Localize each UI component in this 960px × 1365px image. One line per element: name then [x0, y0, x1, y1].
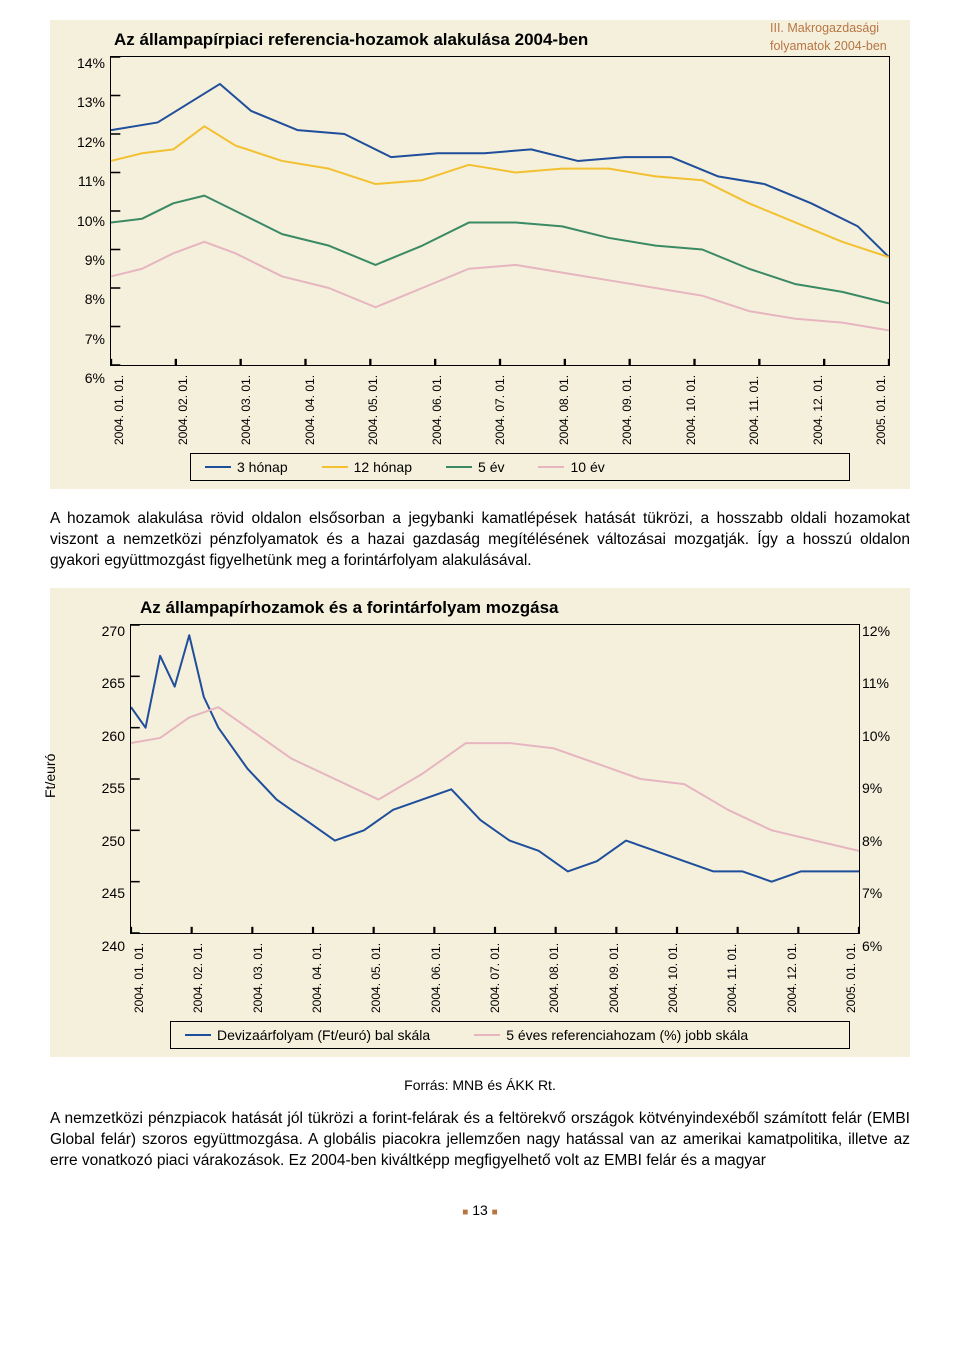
- ornament-icon: ■: [462, 1207, 468, 1218]
- y-tick-label: 255: [80, 781, 125, 795]
- y-tick-label: 270: [80, 624, 125, 638]
- x-tick-label: 2004. 05. 01.: [366, 377, 380, 445]
- legend-item: 12 hónap: [322, 459, 412, 475]
- chart1-y-axis: 14% 13% 12% 11% 10% 9% 8% 7% 6%: [60, 56, 105, 385]
- chart2-y-axis-left: 270 265 260 255 250 245 240: [80, 624, 125, 953]
- chart2-title: Az állampapírhozamok és a forintárfolyam…: [140, 598, 910, 618]
- x-tick-label: 2005. 01. 01.: [874, 377, 888, 445]
- x-tick-label: 2004. 11. 01.: [725, 945, 739, 1013]
- legend-label: 3 hónap: [237, 459, 288, 475]
- legend-swatch: [538, 466, 564, 468]
- legend-item: 10 év: [538, 459, 604, 475]
- y-tick-label: 13%: [60, 95, 105, 109]
- y-tick-label: 265: [80, 676, 125, 690]
- legend-item: Devizaárfolyam (Ft/euró) bal skála: [185, 1027, 430, 1043]
- chart2-legend: Devizaárfolyam (Ft/euró) bal skála 5 éves…: [170, 1021, 850, 1049]
- legend-label: 5 év: [478, 459, 504, 475]
- page-number-value: 13: [472, 1202, 488, 1218]
- legend-item: 5 éves referenciahozam (%) jobb skála: [474, 1027, 748, 1043]
- x-tick-label: 2004. 12. 01.: [785, 945, 799, 1013]
- x-tick-label: 2004. 09. 01.: [607, 945, 621, 1013]
- x-tick-label: 2004. 11. 01.: [747, 377, 761, 445]
- x-tick-label: 2004. 03. 01.: [251, 945, 265, 1013]
- chart1-x-axis: 2004. 01. 01. 2004. 02. 01. 2004. 03. 01. 2…: [110, 377, 890, 445]
- x-tick-label: 2004. 10. 01.: [666, 945, 680, 1013]
- y-tick-label: 7%: [862, 886, 902, 900]
- paragraph-1: A hozamok alakulása rövid oldalon elsőso…: [50, 509, 910, 572]
- page-number: ■ 13 ■: [50, 1202, 910, 1218]
- chart1-legend: 3 hónap 12 hónap 5 év 10 év: [190, 453, 850, 481]
- legend-swatch: [446, 466, 472, 468]
- x-tick-label: 2004. 02. 01.: [176, 377, 190, 445]
- x-tick-label: 2004. 06. 01.: [430, 377, 444, 445]
- y-tick-label: 12%: [60, 135, 105, 149]
- chart2-x-axis: 2004. 01. 01. 2004. 02. 01. 2004. 03. 01. 2…: [130, 945, 860, 1013]
- x-tick-label: 2004. 03. 01.: [239, 377, 253, 445]
- chart2-block: Az állampapírhozamok és a forintárfolyam…: [50, 588, 910, 1057]
- legend-swatch: [322, 466, 348, 468]
- chart-source: Forrás: MNB és ÁKK Rt.: [50, 1077, 910, 1093]
- x-tick-label: 2004. 01. 01.: [132, 945, 146, 1013]
- chart1-wrap: 14%13%12%11%10%9%8%7%6% 2004. 01. 01.200…: [50, 56, 910, 445]
- y-tick-label: 250: [80, 834, 125, 848]
- legend-label: 5 éves referenciahozam (%) jobb skála: [506, 1027, 748, 1043]
- y-tick-label: 245: [80, 886, 125, 900]
- y-tick-label: 7%: [60, 332, 105, 346]
- legend-swatch: [474, 1034, 500, 1036]
- x-tick-label: 2004. 07. 01.: [493, 377, 507, 445]
- y-tick-label: 9%: [862, 781, 902, 795]
- x-tick-label: 2004. 01. 01.: [112, 377, 126, 445]
- y-tick-label: 11%: [862, 676, 902, 690]
- ornament-icon: ■: [492, 1207, 498, 1218]
- legend-item: 3 hónap: [205, 459, 288, 475]
- legend-item: 5 év: [446, 459, 504, 475]
- y-tick-label: 240: [80, 939, 125, 953]
- y-tick-label: 8%: [862, 834, 902, 848]
- page: III. Makrogazdasági folyamatok 2004-ben …: [0, 0, 960, 1258]
- x-tick-label: 2004. 08. 01.: [557, 377, 571, 445]
- x-tick-label: 2005. 01. 01.: [844, 945, 858, 1013]
- y-tick-label: 9%: [60, 253, 105, 267]
- x-tick-label: 2004. 06. 01.: [429, 945, 443, 1013]
- y-tick-label: 10%: [862, 729, 902, 743]
- y-tick-label: 10%: [60, 214, 105, 228]
- chart2-y-axis-right: 12% 11% 10% 9% 8% 7% 6%: [862, 624, 902, 953]
- header-note-l1: III. Makrogazdasági: [770, 21, 879, 35]
- x-tick-label: 2004. 07. 01.: [488, 945, 502, 1013]
- chart1-plot: [110, 56, 890, 366]
- legend-label: 12 hónap: [354, 459, 412, 475]
- chart2-plot: [130, 624, 860, 934]
- y-tick-label: 8%: [60, 292, 105, 306]
- y-tick-label: 14%: [60, 56, 105, 70]
- x-tick-label: 2004. 02. 01.: [191, 945, 205, 1013]
- x-tick-label: 2004. 09. 01.: [620, 377, 634, 445]
- legend-swatch: [185, 1034, 211, 1036]
- legend-label: 10 év: [570, 459, 604, 475]
- y-tick-label: 12%: [862, 624, 902, 638]
- x-tick-label: 2004. 08. 01.: [547, 945, 561, 1013]
- legend-swatch: [205, 466, 231, 468]
- chart1-block: Az állampapírpiaci referencia-hozamok al…: [50, 20, 910, 489]
- x-tick-label: 2004. 10. 01.: [684, 377, 698, 445]
- legend-label: Devizaárfolyam (Ft/euró) bal skála: [217, 1027, 430, 1043]
- chart2-wrap: Ft/euró 270265260255250245240 12%11%10%9…: [50, 624, 910, 1013]
- x-tick-label: 2004. 12. 01.: [811, 377, 825, 445]
- header-note-l2: folyamatok 2004-ben: [770, 39, 887, 53]
- chart2-yaxis-label: Ft/euró: [42, 754, 58, 798]
- y-tick-label: 260: [80, 729, 125, 743]
- section-header-note: III. Makrogazdasági folyamatok 2004-ben: [770, 20, 910, 55]
- paragraph-2: A nemzetközi pénzpiacok hatását jól tükr…: [50, 1109, 910, 1172]
- y-tick-label: 11%: [60, 174, 105, 188]
- y-tick-label: 6%: [862, 939, 902, 953]
- x-tick-label: 2004. 04. 01.: [310, 945, 324, 1013]
- y-tick-label: 6%: [60, 371, 105, 385]
- x-tick-label: 2004. 05. 01.: [369, 945, 383, 1013]
- x-tick-label: 2004. 04. 01.: [303, 377, 317, 445]
